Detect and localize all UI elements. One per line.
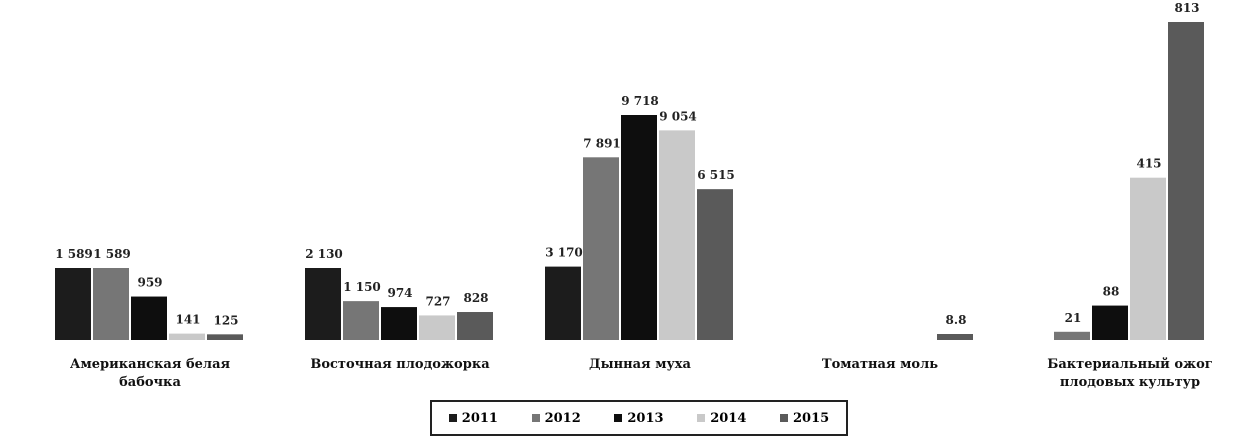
bar bbox=[131, 296, 167, 340]
bar bbox=[207, 334, 243, 340]
bar bbox=[381, 307, 417, 340]
legend-item: 2013 bbox=[614, 410, 664, 426]
value-label: 8.8 bbox=[946, 313, 967, 327]
bar bbox=[583, 157, 619, 340]
value-label: 3 170 bbox=[545, 246, 583, 260]
value-label: 1 150 bbox=[343, 280, 381, 294]
legend-label: 2015 bbox=[792, 410, 830, 426]
category-label: Дынная муха bbox=[589, 357, 691, 372]
legend-item: 2012 bbox=[531, 410, 581, 426]
legend-swatch bbox=[697, 414, 706, 422]
category-label: Бактериальный ожог плодовых культур bbox=[1047, 357, 1213, 390]
bar bbox=[1168, 22, 1204, 340]
value-label: 828 bbox=[463, 291, 488, 305]
bar bbox=[457, 312, 493, 340]
bar bbox=[545, 266, 581, 340]
legend: 2011 2012 2013 2014 2015 bbox=[430, 400, 848, 436]
bar bbox=[621, 115, 657, 340]
value-label: 125 bbox=[213, 313, 238, 327]
legend-item: 2011 bbox=[448, 410, 498, 426]
value-label: 9 054 bbox=[659, 109, 697, 123]
legend-swatch bbox=[448, 414, 457, 422]
value-label: 2 130 bbox=[305, 247, 343, 261]
value-label: 9 718 bbox=[621, 94, 659, 108]
value-label: 6 515 bbox=[697, 168, 735, 182]
bar bbox=[419, 315, 455, 340]
bar bbox=[697, 189, 733, 340]
bar bbox=[343, 301, 379, 340]
bar bbox=[169, 333, 205, 340]
legend-swatch bbox=[531, 414, 540, 422]
category-label: Американская белая бабочка bbox=[69, 357, 231, 390]
bar bbox=[55, 268, 91, 340]
legend-label: 2013 bbox=[627, 410, 664, 426]
legend-swatch bbox=[779, 414, 788, 422]
legend-label: 2012 bbox=[544, 410, 581, 426]
bar bbox=[1130, 177, 1166, 340]
value-label: 959 bbox=[137, 276, 162, 290]
bar bbox=[305, 268, 341, 340]
value-label: 974 bbox=[387, 286, 412, 300]
legend-label: 2011 bbox=[461, 410, 498, 426]
category-label: Томатная моль bbox=[821, 357, 939, 372]
value-label: 21 bbox=[1065, 311, 1082, 325]
value-label: 415 bbox=[1136, 157, 1161, 171]
bar bbox=[1092, 305, 1128, 340]
legend-item: 2014 bbox=[697, 411, 746, 426]
bar bbox=[659, 130, 695, 340]
value-label: 813 bbox=[1174, 1, 1199, 15]
value-label: 727 bbox=[425, 294, 450, 308]
value-label: 1 589 bbox=[93, 247, 131, 261]
value-label: 141 bbox=[175, 313, 200, 327]
bar bbox=[93, 268, 129, 340]
category-label: Восточная плодожорка bbox=[310, 357, 490, 372]
value-label: 88 bbox=[1103, 285, 1120, 299]
legend-swatch bbox=[614, 414, 623, 422]
bar bbox=[1054, 331, 1090, 340]
value-label: 7 891 bbox=[583, 136, 621, 150]
legend-item: 2015 bbox=[779, 410, 830, 426]
bar bbox=[937, 334, 973, 340]
value-label: 1 589 bbox=[55, 247, 93, 261]
legend-label: 2014 bbox=[710, 410, 747, 426]
